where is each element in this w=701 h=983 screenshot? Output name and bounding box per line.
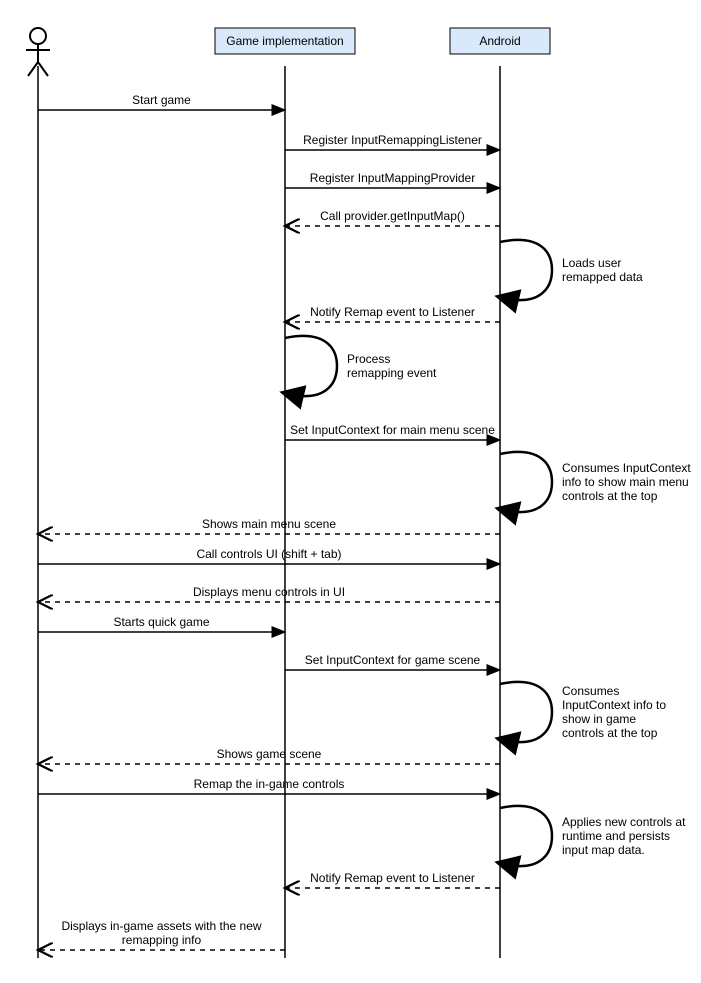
message-label: Start game [132,93,191,107]
message-label: Remap the in-game controls [194,777,345,791]
message-label: Call controls UI (shift + tab) [196,547,341,561]
sequence-diagram: Game implementation Android Start game Regi… [10,10,701,973]
participant-label-game: Game implementation [226,34,343,48]
message-label: Notify Remap event to Listener [310,871,475,885]
self-loop [500,806,552,866]
self-loop-label-line: remapping event [347,366,437,380]
self-loop-label-line: Consumes [562,684,619,698]
self-loop-label-line: input map data. [562,843,645,857]
message-label: Shows main menu scene [202,517,336,531]
participant-label-android: Android [479,34,520,48]
message-label: Call provider.getInputMap() [320,209,465,223]
message-label: Set InputContext for main menu scene [290,423,495,437]
message-label: Notify Remap event to Listener [310,305,475,319]
actor-leg-left [28,62,38,76]
self-loop-label-line: show in game [562,712,636,726]
message-label: Register InputRemappingListener [303,133,482,147]
message-label: Set InputContext for game scene [305,653,481,667]
self-loop-label-line: Loads user [562,256,621,270]
message-label: Register InputMappingProvider [310,171,475,185]
self-loop-label-line: Applies new controls at [562,815,686,829]
message-label: Shows game scene [217,747,322,761]
message-label: Displays menu controls in UI [193,585,345,599]
self-loop-label-line: InputContext info to [562,698,666,712]
self-loop-label-line: info to show main menu [562,475,689,489]
self-loop-label-line: remapped data [562,270,643,284]
actor-leg-right [38,62,48,76]
actor-head [30,28,46,44]
message-label-line: remapping info [122,933,202,947]
self-loop [500,452,552,512]
self-loop-label-line: Consumes InputContext [562,461,691,475]
self-loop [285,336,337,396]
self-loop [500,240,552,300]
self-loop-label-line: controls at the top [562,726,658,740]
message-label-line: Displays in-game assets with the new [61,919,261,933]
self-loop [500,682,552,742]
self-loop-label-line: controls at the top [562,489,658,503]
message-label: Starts quick game [113,615,209,629]
self-loop-label-line: runtime and persists [562,829,670,843]
self-loop-label-line: Process [347,352,390,366]
